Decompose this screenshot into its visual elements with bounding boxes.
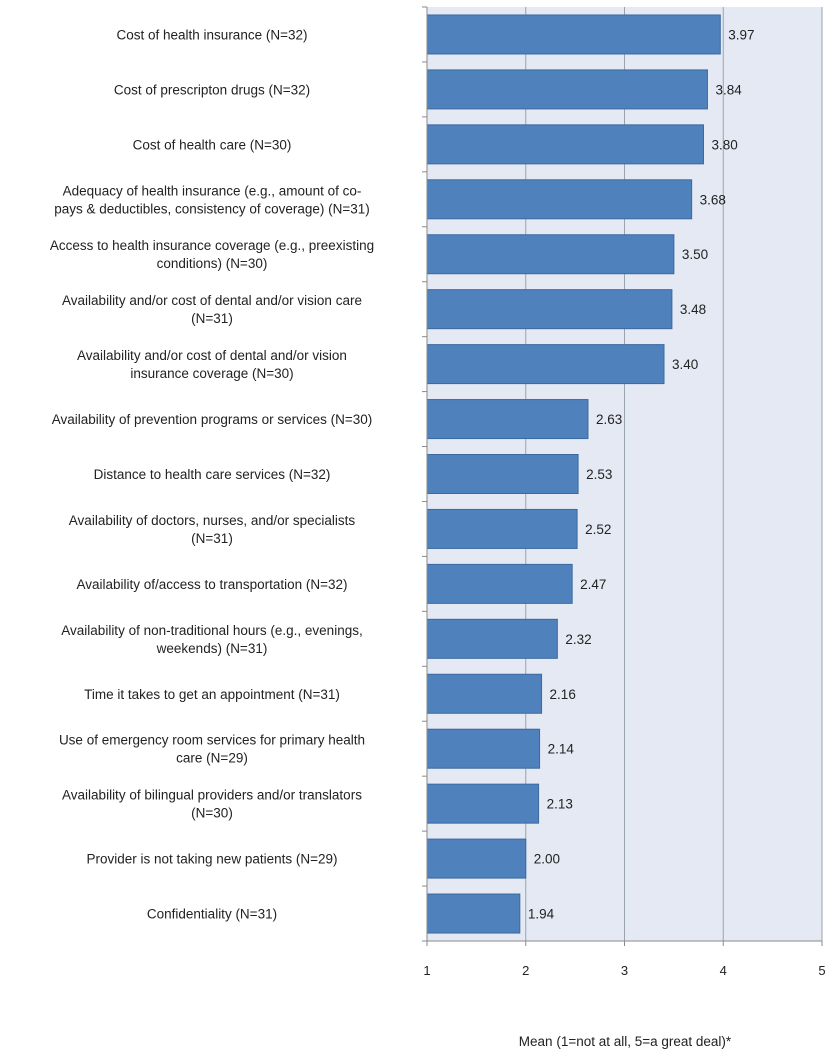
category-label: Cost of prescripton drugs (N=32) bbox=[114, 82, 310, 97]
bar bbox=[426, 618, 558, 659]
bar bbox=[426, 399, 589, 440]
category-label: Cost of health care (N=30) bbox=[133, 137, 292, 152]
x-tick-label: 5 bbox=[818, 963, 825, 978]
category-label: Availability of bilingual providers and/… bbox=[62, 788, 362, 821]
bar bbox=[426, 14, 721, 55]
category-label: Adequacy of health insurance (e.g., amou… bbox=[54, 183, 370, 216]
bar bbox=[426, 838, 527, 879]
data-label: 2.00 bbox=[534, 852, 560, 867]
data-label: 3.48 bbox=[680, 302, 706, 317]
data-label: 2.16 bbox=[550, 687, 576, 702]
category-label: Distance to health care services (N=32) bbox=[94, 467, 331, 482]
category-labels: Cost of health insurance (N=32) Cost of p… bbox=[50, 27, 374, 921]
bar bbox=[426, 783, 540, 824]
x-tick-labels: 1 2 3 4 5 bbox=[423, 963, 825, 978]
category-label: Availability of doctors, nurses, and/or … bbox=[69, 513, 356, 546]
data-label: 2.53 bbox=[586, 467, 612, 482]
x-tick-label: 1 bbox=[423, 963, 430, 978]
x-axis-title: Mean (1=not at all, 5=a great deal)* bbox=[519, 1034, 732, 1049]
x-tick-label: 2 bbox=[522, 963, 529, 978]
value-labels: 3.97 3.84 3.80 3.68 3.50 3.48 3.40 2.63 2.53 2.52… bbox=[528, 27, 755, 921]
data-label: 2.47 bbox=[580, 577, 606, 592]
data-label: 3.40 bbox=[672, 357, 698, 372]
category-label: Provider is not taking new patients (N=2… bbox=[86, 852, 337, 867]
data-label: 1.94 bbox=[528, 907, 555, 922]
category-label: Cost of health insurance (N=32) bbox=[117, 27, 308, 42]
category-label: Availability and/or cost of dental and/o… bbox=[77, 348, 347, 381]
data-label: 2.13 bbox=[547, 797, 573, 812]
data-label: 3.68 bbox=[700, 192, 726, 207]
category-label: Availability of prevention programs or s… bbox=[52, 412, 373, 427]
bar bbox=[426, 893, 521, 934]
bar bbox=[426, 234, 675, 275]
bar bbox=[426, 344, 665, 385]
x-tick-label: 4 bbox=[720, 963, 727, 978]
x-tick-label: 3 bbox=[621, 963, 628, 978]
data-label: 2.52 bbox=[585, 522, 611, 537]
bar bbox=[426, 69, 708, 110]
category-label: Access to health insurance coverage (e.g… bbox=[50, 238, 374, 271]
data-label: 3.50 bbox=[682, 247, 708, 262]
bar bbox=[426, 563, 573, 604]
bar bbox=[426, 508, 578, 549]
bar bbox=[426, 673, 543, 714]
data-label: 3.80 bbox=[712, 137, 738, 152]
category-label: Time it takes to get an appointment (N=3… bbox=[84, 687, 340, 702]
category-label: Use of emergency room services for prima… bbox=[59, 733, 365, 766]
category-label: Availability of non-traditional hours (e… bbox=[61, 623, 362, 656]
bar bbox=[426, 124, 704, 165]
data-label: 2.32 bbox=[565, 632, 591, 647]
bar bbox=[426, 454, 579, 494]
data-label: 3.97 bbox=[728, 27, 754, 42]
data-label: 2.63 bbox=[596, 412, 622, 427]
category-label: Availability and/or cost of dental and/o… bbox=[62, 293, 362, 326]
bar bbox=[426, 728, 541, 769]
category-label: Confidentiality (N=31) bbox=[147, 907, 277, 922]
data-label: 2.14 bbox=[548, 742, 575, 757]
bars bbox=[426, 14, 721, 934]
bar bbox=[426, 289, 673, 330]
category-label: Availability of/access to transportation… bbox=[76, 577, 347, 592]
axes bbox=[422, 6, 823, 946]
bar bbox=[426, 179, 693, 220]
data-label: 3.84 bbox=[715, 82, 742, 97]
